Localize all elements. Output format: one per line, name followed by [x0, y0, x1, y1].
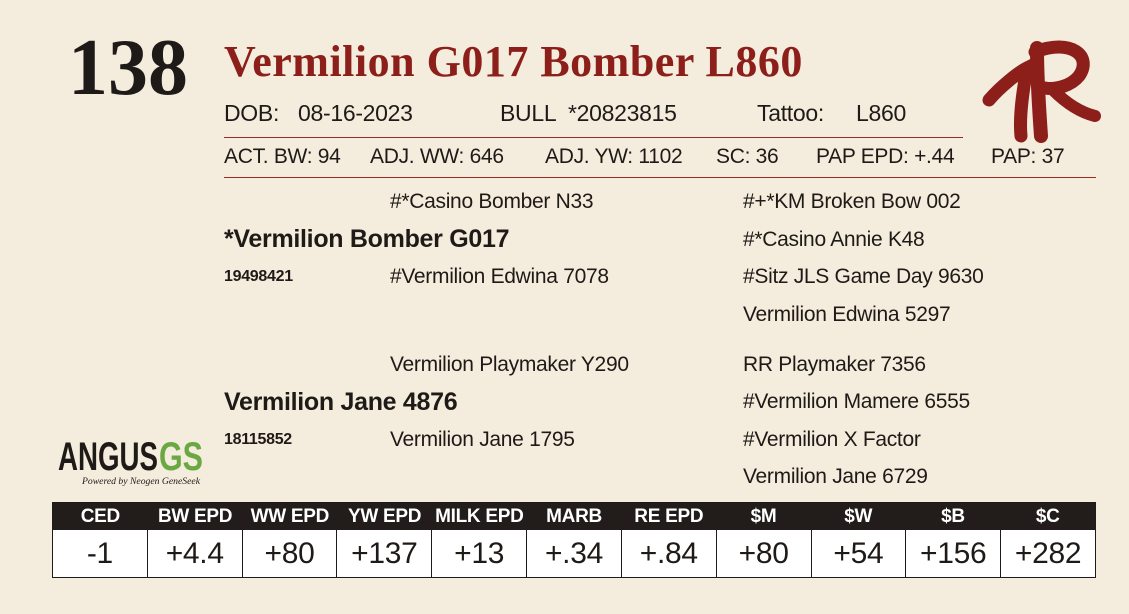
pedigree-dam-reg: 18115852: [224, 431, 292, 448]
divider-rule: [224, 137, 963, 138]
epd-header-m: $M: [750, 506, 777, 527]
animal-name: Vermilion G017 Bomber L860: [224, 37, 803, 86]
adjusted-weaning-weight: ADJ. WW: 646: [370, 145, 504, 168]
tattoo-label: Tattoo:: [757, 100, 824, 126]
pedigree-dam-ds: #Vermilion X Factor: [743, 428, 921, 451]
scrotal-circumference: SC: 36: [716, 145, 779, 168]
sex-value: BULL: [500, 100, 557, 126]
pap-score: PAP: 37: [991, 145, 1065, 168]
registration-number: *20823815: [568, 100, 677, 126]
epd-value-row: -1 +4.4 +80 +137 +13 +.34 +.84 +80 +54 +…: [53, 530, 1095, 577]
epd-value-m: +80: [715, 530, 811, 577]
pedigree-dam-name: Vermilion Jane 4876: [224, 388, 458, 416]
epd-header-ww: WW EPD: [250, 506, 330, 527]
epd-header-row: CED BW EPD WW EPD YW EPD MILK EPD MARB E…: [53, 503, 1095, 554]
epd-value-c: +282: [1000, 530, 1095, 577]
epd-value-yw: +137: [336, 530, 431, 577]
dob-value: 08-16-2023: [298, 100, 413, 126]
epd-header-ced: CED: [80, 506, 121, 527]
epd-header-yw: YW EPD: [347, 506, 422, 527]
pedigree-dam-dd: Vermilion Jane 6729: [743, 465, 928, 488]
epd-value-bw: +4.4: [146, 530, 242, 577]
lot-number: 138: [68, 24, 188, 112]
dob-label: DOB:: [224, 100, 280, 126]
pedigree-sire-dd: Vermilion Edwina 5297: [743, 303, 951, 326]
pedigree-sire-name: *Vermilion Bomber G017: [224, 225, 510, 253]
pedigree-sire-sd: #*Casino Annie K48: [743, 228, 925, 251]
angus-gs-logo: ANGUS GS Powered by Neogen GeneSeek: [58, 432, 208, 492]
pedigree-sire-ds: #Sitz JLS Game Day 9630: [743, 265, 984, 288]
ranch-brand-logo: [975, 28, 1105, 146]
pedigree-dam-sire: Vermilion Playmaker Y290: [390, 353, 629, 376]
epd-header-re: RE EPD: [634, 506, 704, 527]
pap-epd: PAP EPD: +.44: [816, 145, 955, 168]
epd-header-b: $B: [941, 506, 965, 527]
epd-value-ww: +80: [241, 530, 337, 577]
epd-header-w: $W: [844, 506, 873, 527]
pedigree-dam-dam: Vermilion Jane 1795: [390, 428, 575, 451]
epd-header-c: $C: [1035, 506, 1060, 527]
tattoo-value: L860: [856, 100, 906, 126]
pedigree-sire-reg: 19498421: [224, 268, 293, 285]
divider-rule: [224, 177, 1096, 178]
pedigree-sire-sire: #*Casino Bomber N33: [390, 190, 594, 213]
pedigree-dam-ss: RR Playmaker 7356: [743, 353, 926, 376]
pedigree-sire-ss: #+*KM Broken Bow 002: [743, 190, 961, 213]
epd-value-ced: -1: [86, 537, 113, 570]
epd-header-milk: MILK EPD: [435, 506, 524, 527]
adjusted-yearling-weight: ADJ. YW: 1102: [545, 145, 683, 168]
epd-value-milk: +13: [431, 530, 526, 577]
pedigree-sire-dam: #Vermilion Edwina 7078: [390, 265, 609, 288]
angus-logo-text: ANGUS: [58, 435, 158, 479]
epd-value-marb: +.34: [526, 530, 621, 577]
epd-value-re: +.84: [620, 530, 716, 577]
epd-table: CED BW EPD WW EPD YW EPD MILK EPD MARB E…: [52, 502, 1096, 578]
angus-tagline: Powered by Neogen GeneSeek: [81, 476, 201, 486]
angus-gs-text: GS: [159, 435, 203, 479]
epd-header-bw: BW EPD: [158, 506, 233, 527]
epd-header-marb: MARB EPD: [546, 506, 602, 554]
actual-birth-weight: ACT. BW: 94: [224, 145, 341, 168]
epd-value-w: +54: [810, 530, 906, 577]
pedigree-dam-sd: #Vermilion Mamere 6555: [743, 390, 970, 413]
epd-value-b: +156: [905, 530, 1000, 577]
